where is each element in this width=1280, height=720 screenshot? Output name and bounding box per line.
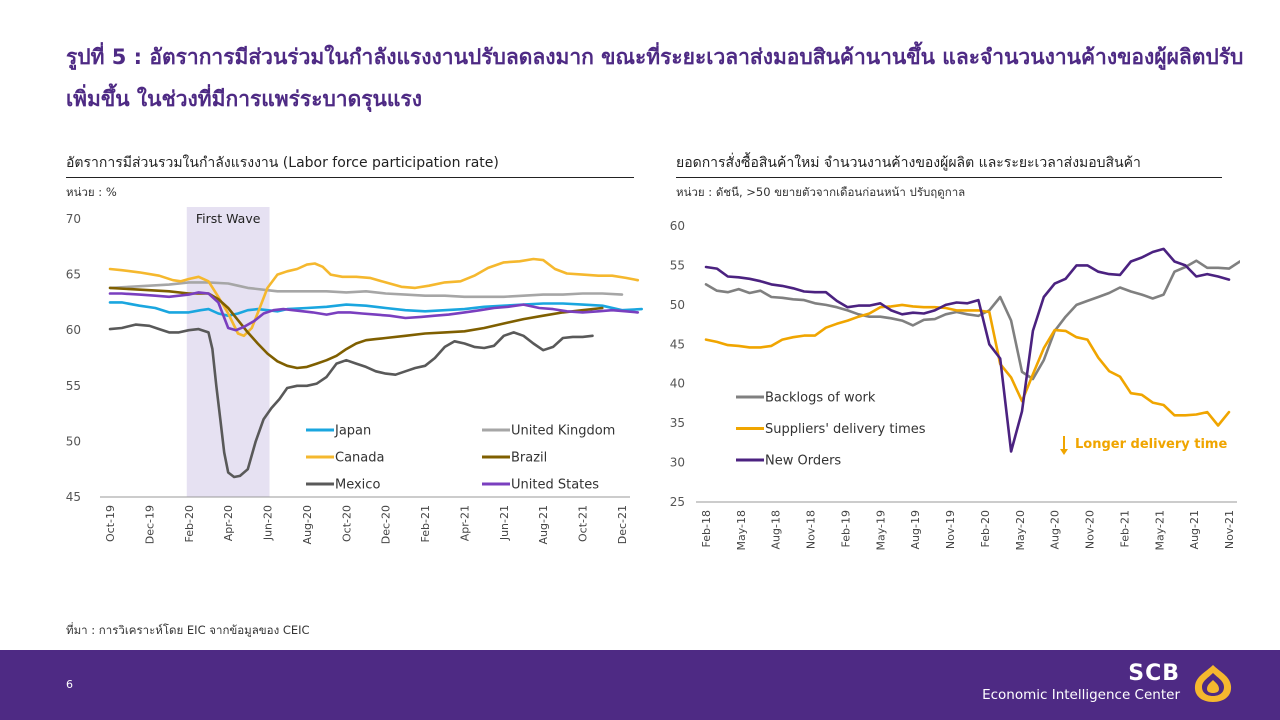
y-tick-label: 70 — [66, 212, 81, 226]
x-tick-label: Apr-20 — [222, 505, 235, 541]
x-tick-label: Feb-20 — [183, 505, 196, 542]
legend-label: United Kingdom — [511, 424, 615, 439]
left-chart-title: อัตราการมีส่วนรวมในกำลังแรงงาน (Labor fo… — [66, 155, 499, 171]
footer-bar: 6 SCB Economic Intelligence Center — [0, 650, 1280, 720]
x-tick-label: Dec-21 — [616, 505, 629, 544]
x-tick-label: Oct-19 — [104, 505, 117, 542]
legend-label: Brazil — [511, 451, 547, 466]
series-line-canada — [108, 257, 640, 338]
left-chart: First Wave 45 50 55 60 65 70 Oct-19 Dec-19 Feb-20… — [66, 207, 643, 544]
right-chart: 25 30 35 40 45 50 55 60 Feb-18 May-18 Aug-18 Nov-18… — [670, 219, 1240, 551]
series-line-united-states — [108, 291, 640, 332]
x-tick-label: Apr-21 — [458, 505, 471, 541]
legend-label: Suppliers' delivery times — [765, 422, 926, 437]
series-line-new-orders — [704, 247, 1231, 453]
x-tick-label: Aug-18 — [770, 510, 783, 549]
x-tick-label: Nov-20 — [1084, 510, 1097, 549]
right-chart-title: ยอดการสั่งซื้อสินค้าใหม่ จำนวนงานค้างของ… — [676, 155, 1141, 171]
legend-label: New Orders — [765, 454, 841, 469]
right-chart-rule — [676, 177, 1222, 178]
legend-label: Mexico — [335, 478, 380, 493]
x-tick-label: Jun-20 — [262, 505, 275, 541]
y-tick-label: 25 — [670, 495, 685, 509]
y-tick-label: 55 — [66, 379, 81, 393]
y-tick-label: 45 — [670, 337, 685, 351]
x-tick-label: Nov-18 — [805, 510, 818, 549]
left-chart-unit: หน่วย : % — [66, 185, 117, 199]
y-tick-label: 60 — [66, 323, 81, 337]
brand-block: SCB Economic Intelligence Center — [982, 662, 1180, 704]
legend-label: Backlogs of work — [765, 391, 876, 406]
delivery-annotation: Longer delivery time — [1075, 437, 1227, 452]
x-tick-label: May-21 — [1153, 510, 1166, 551]
x-tick-label: Nov-21 — [1223, 510, 1236, 549]
y-tick-label: 55 — [670, 258, 685, 272]
x-tick-label: Dec-20 — [380, 505, 393, 544]
x-tick-label: Aug-19 — [909, 510, 922, 549]
page-title: รูปที่ 5 : อัตราการมีส่วนร่วมในกำลังแรงง… — [66, 45, 1244, 111]
y-tick-label: 30 — [670, 456, 685, 470]
first-wave-band — [186, 207, 270, 497]
x-tick-label: Aug-21 — [537, 505, 550, 544]
right-chart-unit: หน่วย : ดัชนี, >50 ขยายตัวจากเดือนก่อนหน… — [676, 185, 966, 199]
y-tick-label: 50 — [66, 434, 81, 448]
scb-logo-icon — [1194, 665, 1232, 702]
source-note: ที่มา : การวิเคราะห์โดย EIC จากข้อมูลของ… — [66, 623, 310, 637]
x-tick-label: Aug-20 — [301, 505, 314, 544]
x-tick-label: Feb-21 — [419, 505, 432, 542]
legend-label: Canada — [335, 451, 384, 466]
y-tick-label: 60 — [670, 219, 685, 233]
x-tick-label: Feb-20 — [979, 510, 992, 547]
series-line-united-kingdom — [108, 281, 624, 299]
y-tick-label: 65 — [66, 268, 81, 282]
page-number: 6 — [66, 678, 73, 691]
brand-subtitle: Economic Intelligence Center — [982, 687, 1180, 703]
x-tick-label: May-19 — [874, 510, 887, 551]
y-tick-label: 35 — [670, 416, 685, 430]
x-tick-label: Oct-21 — [577, 505, 590, 542]
y-tick-label: 40 — [670, 377, 685, 391]
x-tick-label: Aug-20 — [1049, 510, 1062, 549]
x-tick-label: Feb-18 — [700, 510, 713, 547]
legend-label: Japan — [334, 424, 371, 439]
series-line-mexico — [108, 323, 594, 479]
series-line-suppliers-delivery-times — [704, 303, 1231, 427]
x-tick-label: Jun-21 — [498, 505, 511, 541]
brand-name: SCB — [1128, 661, 1180, 686]
series-line-brazil — [108, 286, 604, 370]
x-tick-label: May-20 — [1014, 510, 1027, 551]
x-tick-label: Feb-19 — [839, 510, 852, 547]
y-tick-label: 50 — [670, 298, 685, 312]
series-line-backlogs-of-work — [704, 259, 1240, 381]
x-tick-label: Feb-21 — [1118, 510, 1131, 547]
x-tick-label: Nov-19 — [944, 510, 957, 549]
down-arrowhead-icon — [1060, 449, 1068, 455]
legend-label: United States — [511, 478, 599, 493]
x-tick-label: May-18 — [735, 510, 748, 551]
x-tick-label: Aug-21 — [1188, 510, 1201, 549]
first-wave-label: First Wave — [196, 211, 261, 226]
x-tick-label: Dec-19 — [143, 505, 156, 544]
left-chart-rule — [66, 177, 634, 178]
x-tick-label: Oct-20 — [340, 505, 353, 542]
y-tick-label: 45 — [66, 490, 81, 504]
series-line-japan — [108, 301, 643, 317]
